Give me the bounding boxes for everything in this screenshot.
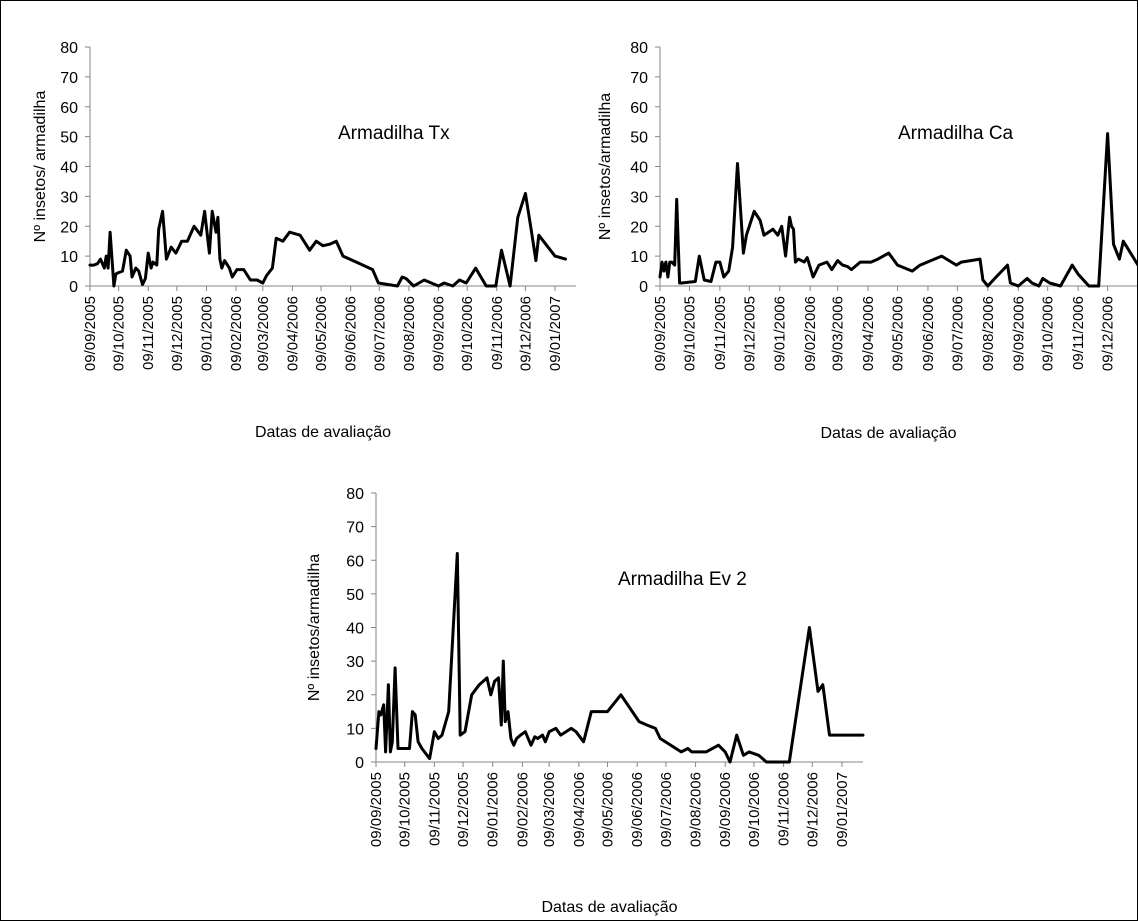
x-tick-label: 09/04/2006: [284, 296, 301, 371]
x-tick-label: 09/05/2006: [600, 772, 617, 847]
x-tick-label: 09/01/2007: [834, 772, 851, 847]
y-tick-label: 50: [60, 130, 78, 147]
series-line: [658, 132, 1138, 288]
y-tick-label: 0: [639, 279, 648, 296]
y-tick-label: 40: [60, 160, 78, 177]
y-tick-label: 70: [346, 520, 364, 537]
x-tick-label: 09/07/2006: [949, 296, 966, 371]
x-tick-label: 09/09/2005: [368, 772, 385, 847]
y-tick-label: 80: [346, 486, 364, 503]
y-tick-label: 20: [630, 219, 648, 236]
x-tick-label: 09/11/2006: [489, 296, 506, 370]
series-line: [88, 191, 567, 288]
x-tick-label: 09/02/2006: [514, 772, 531, 847]
x-tick-label: 09/11/2005: [426, 772, 443, 846]
x-tick-label: 09/11/2006: [1070, 296, 1087, 370]
y-tick-label: 10: [630, 249, 648, 266]
x-tick-label: 09/03/2006: [541, 772, 558, 847]
series-line: [374, 552, 865, 764]
x-tick-label: 09/07/2006: [658, 772, 675, 847]
x-tick-label: 09/10/2005: [111, 296, 128, 371]
x-tick-label: 09/09/2005: [82, 296, 99, 371]
y-tick-label: 80: [60, 40, 78, 57]
x-tick-label: 09/09/2006: [717, 772, 734, 847]
x-tick-label: 09/10/2006: [459, 296, 476, 371]
y-tick-label: 80: [630, 40, 648, 57]
y-tick-label: 20: [60, 219, 78, 236]
y-tick-label: 30: [346, 654, 364, 671]
x-tick-label: 09/12/2005: [455, 772, 472, 847]
x-tick-label: 09/04/2006: [571, 772, 588, 847]
x-tick-label: 09/06/2006: [343, 296, 360, 371]
x-tick-label: 09/03/2006: [830, 296, 847, 371]
x-tick-label: 09/09/2005: [652, 296, 669, 371]
y-tick-label: 30: [630, 189, 648, 206]
y-tick-label: 60: [630, 100, 648, 117]
x-tick-label: 09/04/2006: [860, 296, 877, 371]
chart-title: Armadilha Tx: [338, 123, 450, 144]
x-tick-label: 09/11/2005: [712, 296, 729, 370]
y-tick-label: 70: [630, 70, 648, 87]
x-tick-label: 09/06/2006: [629, 772, 646, 847]
x-tick-label: 09/01/2006: [198, 296, 215, 371]
x-tick-label: 09/11/2005: [140, 296, 157, 370]
x-tick-label: 09/07/2006: [371, 296, 388, 371]
x-tick-label: 09/10/2006: [746, 772, 763, 847]
x-tick-label: 09/12/2006: [1100, 296, 1117, 371]
x-tick-label: 09/05/2006: [313, 296, 330, 371]
x-tick-label: 09/10/2005: [681, 296, 698, 371]
y-tick-label: 0: [69, 279, 78, 296]
x-tick-label: 09/12/2006: [517, 296, 534, 371]
x-axis-title: Datas de avaliação: [541, 899, 677, 916]
x-tick-label: 09/10/2005: [397, 772, 414, 847]
x-tick-label: 09/02/2006: [228, 296, 245, 371]
x-axis-title: Datas de avaliação: [255, 424, 391, 441]
y-axis-title: Nº insetos/armadilha: [306, 554, 323, 701]
y-axis-title: Nº insetos/armadilha: [597, 93, 614, 240]
x-tick-label: 09/08/2006: [980, 296, 997, 371]
y-tick-label: 20: [346, 688, 364, 705]
y-tick-label: 10: [60, 249, 78, 266]
y-tick-label: 60: [346, 553, 364, 570]
y-tick-label: 50: [630, 130, 648, 147]
x-tick-label: 09/09/2006: [431, 296, 448, 371]
x-tick-label: 09/05/2006: [890, 296, 907, 371]
x-axis-title: Datas de avaliação: [820, 425, 956, 442]
y-tick-label: 30: [60, 189, 78, 206]
x-tick-label: 09/02/2006: [802, 296, 819, 371]
y-tick-label: 0: [355, 755, 364, 772]
x-tick-label: 09/12/2005: [741, 296, 758, 371]
y-axis-title: Nº insetos/ armadilha: [32, 91, 49, 243]
x-tick-label: 09/06/2006: [920, 296, 937, 371]
x-tick-label: 09/11/2006: [776, 772, 793, 846]
x-tick-label: 09/09/2006: [1010, 296, 1027, 371]
y-tick-label: 40: [346, 621, 364, 638]
x-tick-label: 09/01/2007: [547, 296, 564, 371]
y-tick-label: 40: [630, 160, 648, 177]
x-tick-label: 09/10/2006: [1040, 296, 1057, 371]
x-tick-label: 09/12/2006: [804, 772, 821, 847]
chart-title: Armadilha Ev 2: [618, 569, 747, 590]
y-tick-label: 60: [60, 100, 78, 117]
x-tick-label: 09/08/2006: [401, 296, 418, 371]
x-tick-label: 09/03/2006: [255, 296, 272, 371]
x-tick-label: 09/08/2006: [688, 772, 705, 847]
chart-title: Armadilha Ca: [898, 123, 1014, 144]
x-tick-label: 09/01/2006: [772, 296, 789, 371]
y-tick-label: 70: [60, 70, 78, 87]
y-tick-label: 50: [346, 587, 364, 604]
x-tick-label: 09/01/2006: [485, 772, 502, 847]
x-tick-label: 09/12/2005: [169, 296, 186, 371]
y-tick-label: 10: [346, 721, 364, 738]
